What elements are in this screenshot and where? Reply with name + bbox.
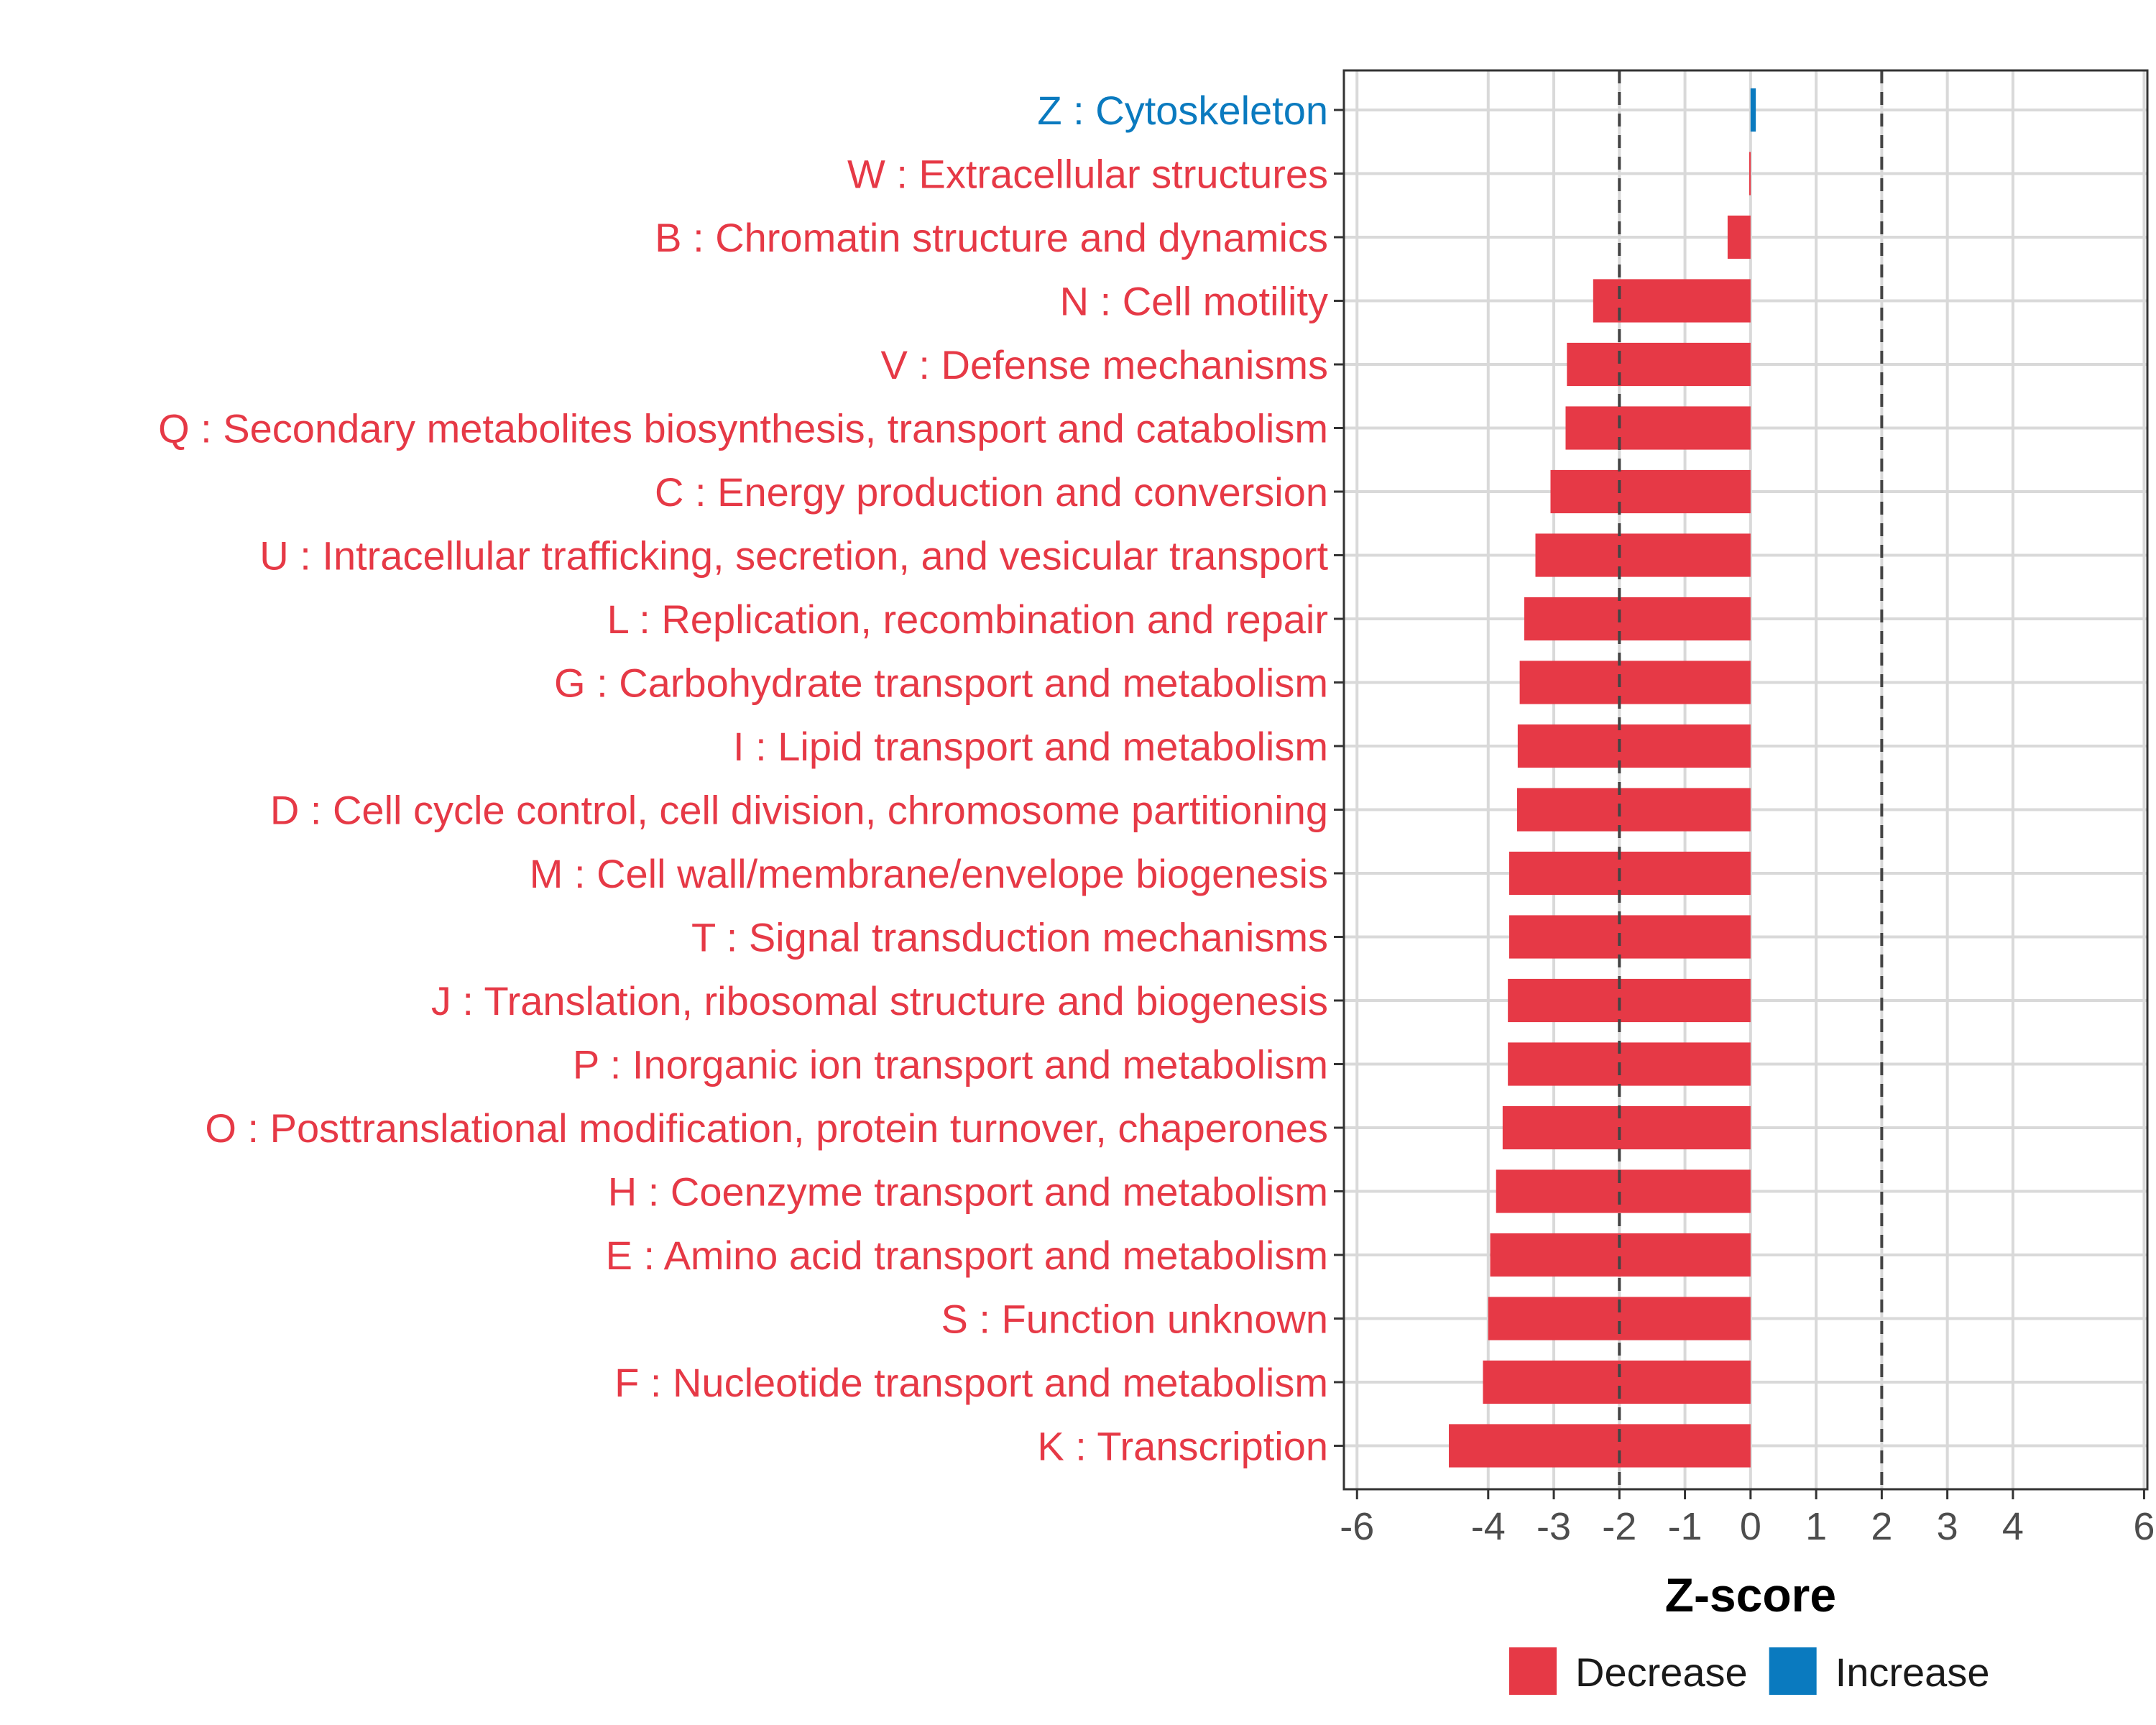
category-labels: Z : Cytoskeleton W : Extracellular struct…	[158, 88, 1328, 1469]
x-tick-label: 1	[1805, 1505, 1827, 1548]
category-label: B : Chromatin structure and dynamics	[655, 215, 1328, 260]
bars	[1449, 88, 1756, 1468]
bar	[1727, 215, 1751, 259]
legend-label: Increase	[1835, 1650, 1990, 1695]
bar	[1508, 851, 1751, 896]
bar	[1508, 915, 1751, 959]
category-label: U : Intracellular trafficking, secretion…	[259, 533, 1328, 579]
category-label: F : Nucleotide transport and metabolism	[614, 1360, 1328, 1405]
bar	[1508, 1042, 1751, 1086]
x-tick-label: 0	[1740, 1505, 1761, 1548]
bar	[1749, 152, 1751, 196]
x-tick-label: -2	[1602, 1505, 1636, 1548]
category-label: L : Replication, recombination and repai…	[607, 597, 1328, 642]
category-label: Q : Secondary metabolites biosynthesis, …	[158, 406, 1328, 451]
bar	[1508, 978, 1751, 1023]
bar	[1524, 597, 1751, 641]
category-label: V : Defense mechanisms	[881, 342, 1328, 387]
category-label: P : Inorganic ion transport and metaboli…	[573, 1042, 1328, 1087]
bar	[1449, 1424, 1751, 1468]
x-tick-label: -1	[1668, 1505, 1703, 1548]
category-label: N : Cell motility	[1060, 279, 1328, 324]
legend: Decrease Increase	[1509, 1647, 1989, 1695]
x-axis-ticks: -6 -4 -3 -2 -1 0 1 2 3 4 6	[1340, 1489, 2155, 1548]
category-label: J : Translation, ribosomal structure and…	[431, 978, 1328, 1024]
x-axis-title: Z-score	[1665, 1568, 1836, 1622]
bar	[1593, 279, 1751, 323]
bar	[1517, 724, 1751, 768]
x-tick-label: 2	[1871, 1505, 1892, 1548]
legend-swatch	[1509, 1647, 1557, 1695]
category-label: D : Cell cycle control, cell division, c…	[270, 788, 1328, 833]
category-label: E : Amino acid transport and metabolism	[606, 1233, 1328, 1278]
x-tick-label: 3	[1937, 1505, 1958, 1548]
category-label: I : Lipid transport and metabolism	[733, 724, 1328, 769]
bar	[1550, 469, 1751, 514]
legend-label: Decrease	[1575, 1650, 1748, 1695]
bar	[1750, 88, 1756, 132]
bar	[1516, 788, 1751, 832]
category-label: S : Function unknown	[941, 1297, 1328, 1342]
x-tick-label: -6	[1340, 1505, 1374, 1548]
category-label: W : Extracellular structures	[847, 152, 1328, 197]
legend-swatch	[1769, 1647, 1817, 1695]
bar	[1502, 1105, 1751, 1150]
category-label: M : Cell wall/membrane/envelope biogenes…	[530, 851, 1328, 896]
x-tick-label: -3	[1537, 1505, 1571, 1548]
category-label: K : Transcription	[1037, 1424, 1328, 1469]
category-label: O : Posttranslational modification, prot…	[205, 1105, 1328, 1151]
category-label: Z : Cytoskeleton	[1037, 88, 1328, 133]
bar	[1567, 342, 1751, 387]
x-tick-label: -4	[1471, 1505, 1506, 1548]
x-tick-label: 4	[2002, 1505, 2024, 1548]
category-label: H : Coenzyme transport and metabolism	[608, 1169, 1328, 1215]
bar	[1565, 406, 1751, 450]
y-axis-ticks	[1334, 109, 1344, 1447]
category-label: T : Signal transduction mechanisms	[691, 915, 1328, 960]
bar	[1535, 533, 1751, 577]
panel-border	[1342, 69, 2149, 1491]
x-tick-label: 6	[2133, 1505, 2155, 1548]
category-label: C : Energy production and conversion	[655, 469, 1328, 515]
bar	[1483, 1360, 1751, 1404]
category-label: G : Carbohydrate transport and metabolis…	[554, 661, 1328, 706]
bar	[1519, 661, 1751, 704]
bar	[1496, 1169, 1751, 1213]
